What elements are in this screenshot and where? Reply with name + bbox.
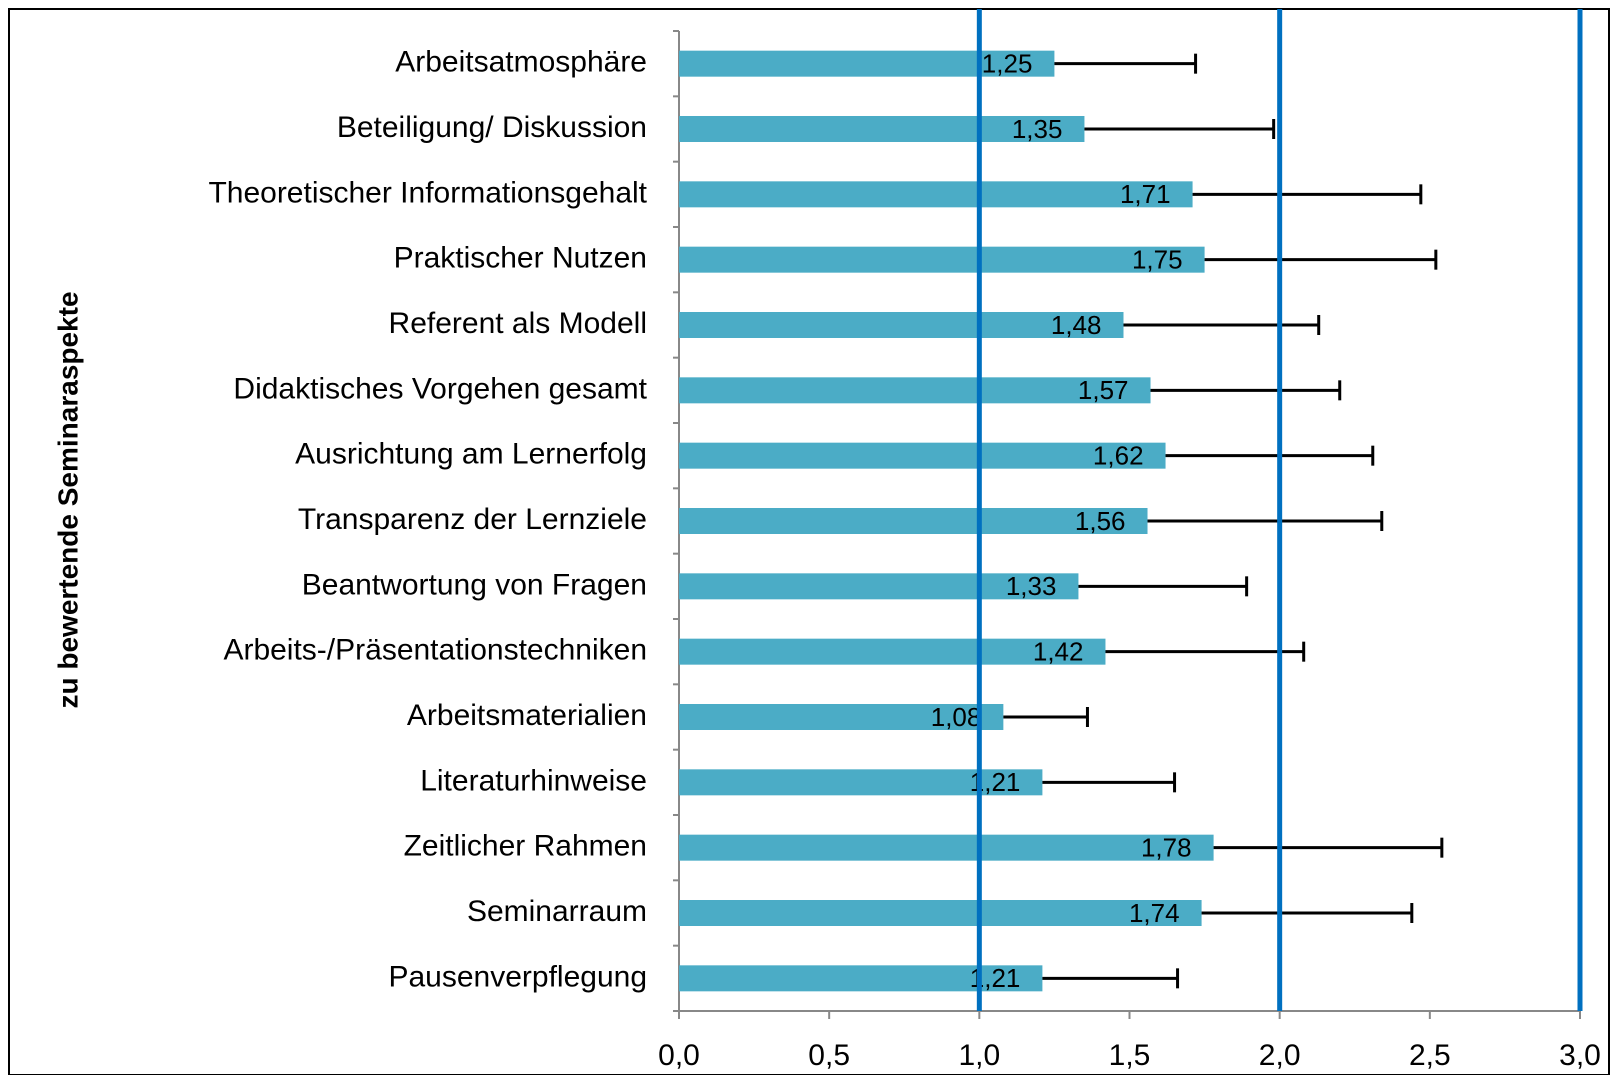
x-tick-label: 2,0 <box>1259 1039 1301 1072</box>
x-tick-label: 0,5 <box>808 1039 850 1072</box>
bar <box>679 246 1205 273</box>
value-label: 1,78 <box>1141 833 1192 863</box>
y-tick-label: Arbeits-/Präsentationstechniken <box>223 634 647 667</box>
bar <box>679 704 1004 730</box>
x-tick-label: 3,0 <box>1559 1039 1601 1072</box>
frame <box>8 8 1610 1075</box>
bar <box>679 442 1166 469</box>
value-label: 1,42 <box>1033 637 1084 667</box>
bar <box>679 508 1148 534</box>
bar <box>679 377 1151 404</box>
y-tick-label: Zeitlicher Rahmen <box>404 830 647 863</box>
x-tick-label: 1,0 <box>958 1039 1000 1072</box>
value-label: 1,74 <box>1129 898 1180 928</box>
x-tick-label: 0,0 <box>658 1039 700 1072</box>
bar <box>679 181 1193 208</box>
y-tick-label: Didaktisches Vorgehen gesamt <box>233 372 647 405</box>
bar <box>679 769 1043 796</box>
y-tick-label: Arbeitsatmosphäre <box>395 46 647 79</box>
value-label: 1,48 <box>1051 310 1102 340</box>
bar <box>679 900 1202 926</box>
value-label: 1,71 <box>1120 179 1171 209</box>
y-tick-label: Ausrichtung am Lernerfolg <box>295 438 647 471</box>
y-tick-label: Referent als Modell <box>389 307 647 340</box>
y-tick-label: Seminarraum <box>467 895 647 928</box>
value-label: 1,56 <box>1075 506 1126 536</box>
value-label: 1,33 <box>1006 571 1057 601</box>
y-tick-label: Beantwortung von Fragen <box>302 568 647 601</box>
x-tick-label: 1,5 <box>1109 1039 1151 1072</box>
bar <box>679 50 1055 77</box>
y-tick-label: Praktischer Nutzen <box>394 242 647 275</box>
x-tick-label: 2,5 <box>1409 1039 1451 1072</box>
bar <box>679 638 1106 665</box>
y-tick-label: Pausenverpflegung <box>388 960 647 993</box>
value-label: 1,25 <box>982 49 1033 79</box>
value-label: 1,57 <box>1078 375 1129 405</box>
bar <box>679 573 1079 600</box>
y-axis-label: zu bewertende Seminaraspekte <box>52 291 83 708</box>
bar <box>679 116 1085 142</box>
y-tick-label: Literaturhinweise <box>420 764 647 797</box>
y-tick-label: Beteiligung/ Diskussion <box>337 111 647 144</box>
y-tick-label: Arbeitsmaterialien <box>407 699 647 732</box>
bar <box>679 312 1124 338</box>
value-label: 1,62 <box>1093 441 1144 471</box>
y-tick-label: Theoretischer Informationsgehalt <box>208 176 647 209</box>
bar <box>679 834 1214 861</box>
value-label: 1,75 <box>1132 245 1183 275</box>
value-label: 1,08 <box>931 702 982 732</box>
y-tick-label: Transparenz der Lernziele <box>298 503 647 536</box>
value-label: 1,35 <box>1012 114 1063 144</box>
bar <box>679 965 1043 992</box>
